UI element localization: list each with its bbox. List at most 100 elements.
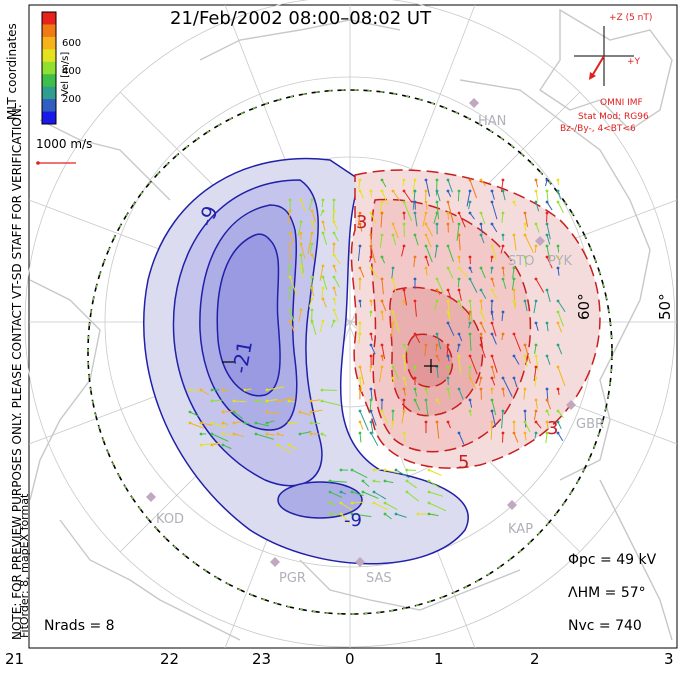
velocity-vector-origin — [545, 420, 549, 424]
velocity-vector — [357, 212, 361, 226]
velocity-vector — [255, 400, 268, 403]
velocity-vector-origin — [545, 354, 549, 358]
velocity-vector-origin — [424, 420, 428, 424]
velocity-vector-origin — [424, 233, 428, 237]
velocity-vector — [403, 377, 407, 387]
velocity-vector-origin — [332, 220, 336, 224]
velocity-vector-origin — [424, 189, 428, 193]
velocity-vector-origin — [479, 332, 483, 336]
velocity-vector-origin — [534, 343, 538, 347]
velocity-vector-origin — [320, 432, 324, 436]
velocity-vector-origin — [435, 299, 439, 303]
velocity-vector — [447, 245, 454, 262]
velocity-vector-origin — [490, 354, 494, 358]
velocity-vector — [546, 245, 551, 260]
velocity-vector-origin — [402, 343, 406, 347]
velocity-vector — [447, 179, 453, 193]
velocity-vector-origin — [265, 432, 269, 436]
velocity-vector — [359, 377, 363, 392]
velocity-vector — [321, 400, 341, 407]
velocity-vector-origin — [545, 200, 549, 204]
velocity-vector-origin — [369, 244, 373, 248]
velocity-vector — [535, 190, 539, 201]
velocity-vector — [307, 232, 313, 255]
velocity-vector — [513, 377, 518, 388]
velocity-vector — [524, 234, 534, 253]
velocity-vector — [395, 469, 410, 479]
velocity-vector-origin — [479, 211, 483, 215]
velocity-vector — [380, 212, 383, 228]
velocity-vector-origin — [339, 468, 343, 472]
velocity-vector-origin — [427, 468, 431, 472]
velocity-vector-origin — [501, 266, 505, 270]
velocity-vector-origin — [413, 332, 417, 336]
velocity-vector — [546, 256, 553, 269]
velocity-vector-origin — [556, 431, 560, 435]
velocity-vector-origin — [457, 387, 461, 391]
velocity-vector-origin — [501, 387, 505, 391]
station-sto: STO — [508, 254, 535, 269]
velocity-vector-origin — [391, 222, 395, 226]
velocity-vector — [524, 355, 528, 368]
velocity-vector — [322, 232, 328, 246]
velocity-vector — [436, 201, 440, 220]
velocity-vector — [535, 201, 540, 212]
fitorder-note: FitOrder: 8, mapEX format — [18, 493, 31, 638]
velocity-vector — [513, 432, 519, 443]
velocity-vector — [309, 243, 313, 254]
velocity-vector — [436, 333, 442, 350]
velocity-vector-origin — [380, 178, 384, 182]
stat-phi-pc: Φpc = 49 kV — [568, 552, 657, 568]
velocity-vector-origin — [383, 512, 387, 516]
velocity-vector-origin — [457, 299, 461, 303]
velocity-vector — [381, 190, 389, 205]
velocity-vector-origin — [332, 286, 336, 290]
velocity-vector-origin — [210, 421, 214, 425]
velocity-vector-origin — [199, 432, 203, 436]
mlt-tick-22: 22 — [160, 650, 180, 668]
velocity-vector — [458, 289, 462, 301]
velocity-vector-origin — [468, 255, 472, 259]
stat-n-vc: Nvc = 740 — [568, 618, 642, 634]
velocity-vector-origin — [446, 178, 450, 182]
velocity-vector-origin — [358, 431, 362, 435]
velocity-vector-origin — [523, 233, 527, 237]
velocity-vector — [501, 212, 504, 223]
velocity-vector — [401, 245, 405, 257]
velocity-vector-origin — [479, 266, 483, 270]
velocity-vector — [384, 502, 398, 511]
velocity-vector-origin — [468, 189, 472, 193]
velocity-vector-origin — [321, 286, 325, 290]
velocity-vector — [458, 267, 468, 278]
velocity-vector-origin — [321, 264, 325, 268]
velocity-vector-origin — [424, 244, 428, 248]
station-kod: KOD — [156, 512, 185, 527]
velocity-vector-origin — [372, 501, 376, 505]
velocity-vector-origin — [435, 343, 439, 347]
velocity-vector-origin — [446, 420, 450, 424]
velocity-vector-origin — [358, 244, 362, 248]
velocity-vector-origin — [490, 398, 494, 402]
velocity-vector-origin — [468, 211, 472, 215]
velocity-vector-origin — [424, 222, 428, 226]
latitude-label-60: 60° — [575, 293, 593, 320]
velocity-vector-origin — [446, 288, 450, 292]
velocity-vector-origin — [380, 354, 384, 358]
velocity-vector — [319, 320, 324, 333]
station-kap: KAP — [508, 522, 534, 537]
velocity-vector — [308, 199, 313, 210]
velocity-vector-origin — [523, 255, 527, 259]
colorbar-swatch — [42, 99, 56, 113]
velocity-vector — [436, 421, 440, 439]
velocity-vector — [469, 278, 478, 293]
velocity-vector-origin — [501, 431, 505, 435]
velocity-vector — [491, 410, 497, 428]
velocity-vector-origin — [380, 299, 384, 303]
velocity-vector-origin — [468, 332, 472, 336]
velocity-vector — [300, 243, 306, 259]
velocity-vector-origin — [380, 255, 384, 259]
velocity-vector-origin — [369, 189, 373, 193]
velocity-vector — [370, 388, 373, 400]
velocity-vector — [200, 442, 220, 446]
velocity-vector-origin — [265, 421, 269, 425]
